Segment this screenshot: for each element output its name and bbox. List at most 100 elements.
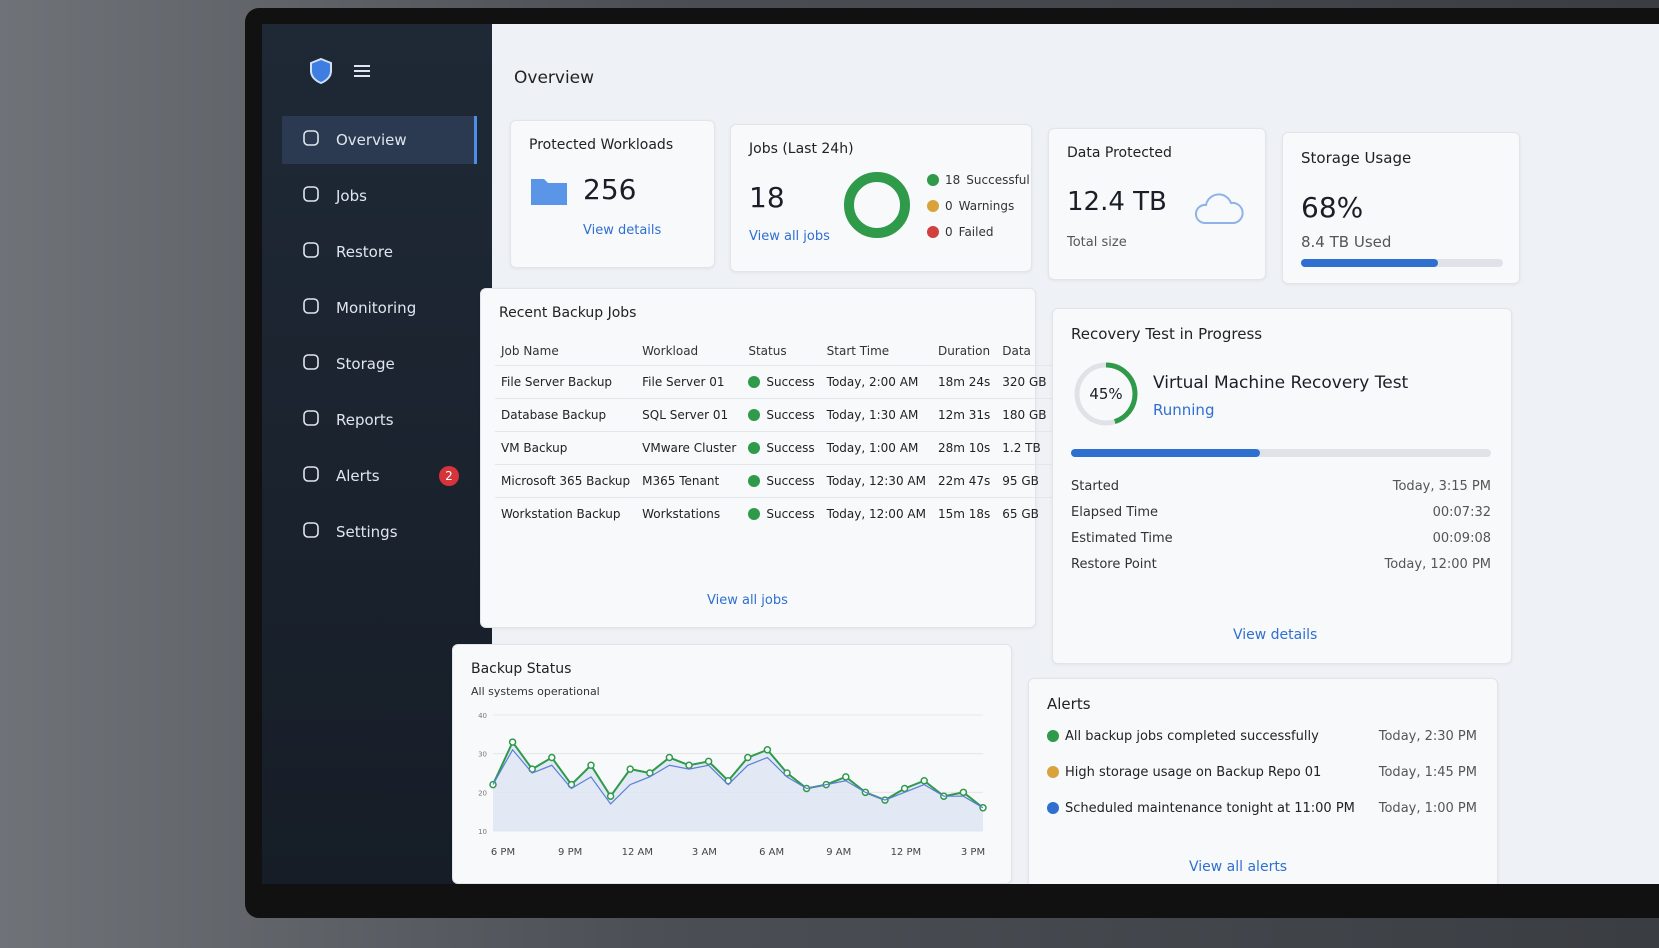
column-header: Workload [642,344,699,358]
legend-dot [927,226,939,238]
nav-icon [303,410,319,426]
nav-label: Reports [336,411,394,429]
card-title: Recovery Test in Progress [1071,325,1263,343]
legend-label: Failed [958,225,994,239]
point [665,753,674,762]
cell: Success [742,365,821,399]
data-value: 12.4 TB [1067,187,1167,217]
alert-text: Scheduled maintenance tonight at 11:00 P… [1065,801,1355,816]
alert-icon [1047,730,1059,742]
nav-label: Jobs [336,187,367,205]
jobs-legend: 18 Successful 0 Warnings 0 Failed [927,173,1030,251]
cloud-icon [1195,193,1244,224]
nav-label: Restore [336,243,393,261]
nav-item[interactable]: Monitoring [282,284,477,332]
alert-badge: 2 [439,466,459,486]
alert-text: High storage usage on Backup Repo 01 [1065,765,1322,780]
cell: Today, 1:00 AM [820,431,932,465]
nav-item[interactable]: Alerts 2 [282,452,477,500]
job-row[interactable]: Database Backup SQL Server 01 Success Today… [495,398,1053,432]
card-title: Storage Usage [1301,149,1412,167]
point [920,776,928,785]
cell: Today, 2:00 AM [820,365,932,399]
workloads-card: Protected Workloads 256 View details [510,120,715,268]
detail-label: Restore Point [1071,557,1157,572]
point [900,784,909,793]
alert-left: All backup jobs completed successfully [1047,729,1319,765]
cell: Success [742,398,821,432]
cell: 12m 31s [931,398,997,432]
cell: 28m 10s [931,431,997,465]
backup-status-card: Backup Status All systems operational 10… [452,644,1012,884]
job-row[interactable]: File Server Backup File Server 01 Success T… [495,365,1053,399]
point [587,761,595,770]
icon-shape [303,522,319,538]
point [842,773,850,781]
nav-icon [303,242,319,258]
status-subtitle: All systems operational [471,685,600,698]
page-title: Overview [514,68,595,88]
alerts-card: Alerts All backup jobs completed success… [1028,678,1498,884]
jobs-link[interactable]: View all jobs [707,593,788,608]
cell: Today, 12:00 AM [820,497,932,530]
alert-list: All backup jobs completed successfully To… [1047,729,1477,837]
card-title: Protected Workloads [529,137,674,153]
area [493,742,983,831]
alert-row[interactable]: Scheduled maintenance tonight at 11:00 P… [1047,801,1477,837]
legend-dot [927,174,939,186]
cell: Success [742,431,821,465]
card-title: Alerts [1047,695,1091,713]
alert-icon [1047,802,1059,814]
nav-item[interactable]: Jobs [282,172,477,220]
job-row[interactable]: Microsoft 365 Backup M365 Tenant Success To… [495,464,1053,498]
legend-count: 0 [945,199,953,213]
point [959,788,968,797]
detail-value: Today, 12:00 PM [1384,557,1491,572]
menu-icon[interactable] [354,64,370,78]
folder-icon [531,179,567,205]
nav-item[interactable]: Overview [282,116,477,164]
jobs-donut [844,172,910,238]
detail-value: Today, 3:15 PM [1392,479,1491,494]
point [783,769,791,777]
details-link[interactable]: View details [583,223,662,238]
nav-item[interactable]: Reports [282,396,477,444]
point [548,753,556,762]
nav-item[interactable]: Settings [282,508,477,556]
legend-count: 18 [945,173,961,187]
legend-label: Warnings [958,199,1015,213]
data-caption: Total size [1067,235,1127,250]
nav-item[interactable]: Restore [282,228,477,276]
alert-left: Scheduled maintenance tonight at 11:00 P… [1047,801,1355,837]
backup-chart: 10 20 30 40 6 PM 9 PM 12 AM 3 AM 6 AM 9 AM 12 PM 3 … [478,712,987,858]
detail-label: Elapsed Time [1071,505,1159,520]
status-icon [748,475,761,487]
cell: 180 GB [996,398,1053,432]
recovery-link[interactable]: View details [1233,627,1318,643]
icon-shape [303,242,319,258]
job-row[interactable]: Workstation Backup Workstations Success Tod… [495,497,1053,530]
cell: Database Backup [495,398,637,432]
ring-label: 45% [1089,385,1122,403]
alert-row[interactable]: High storage usage on Backup Repo 01 Toda… [1047,765,1477,801]
nav-label: Monitoring [336,299,417,317]
icon-shape [303,354,319,370]
nav-item[interactable]: Storage [282,340,477,388]
cell: Today, 12:30 AM [820,464,932,498]
cell: Today, 1:30 AM [820,398,932,432]
alerts-link[interactable]: View all alerts [1189,859,1288,875]
jobs-count: 18 [749,181,785,214]
cell: 320 GB [996,365,1053,399]
storage-caption: 8.4 TB Used [1301,233,1392,251]
jobs-link[interactable]: View all jobs [749,229,830,244]
job-row[interactable]: VM Backup VMware Cluster Success Today, 1:0… [495,431,1053,465]
point [724,776,732,785]
sidebar: Overview Jobs Restore Monitoring Storage Repo… [262,24,492,884]
alert-row[interactable]: All backup jobs completed successfully To… [1047,729,1477,765]
x-tick-label: 12 PM [891,847,922,858]
column-header: Job Name [501,344,559,358]
detail-label: Estimated Time [1071,531,1173,546]
detail-label: Started [1071,479,1120,494]
status-text: Success [766,474,815,488]
